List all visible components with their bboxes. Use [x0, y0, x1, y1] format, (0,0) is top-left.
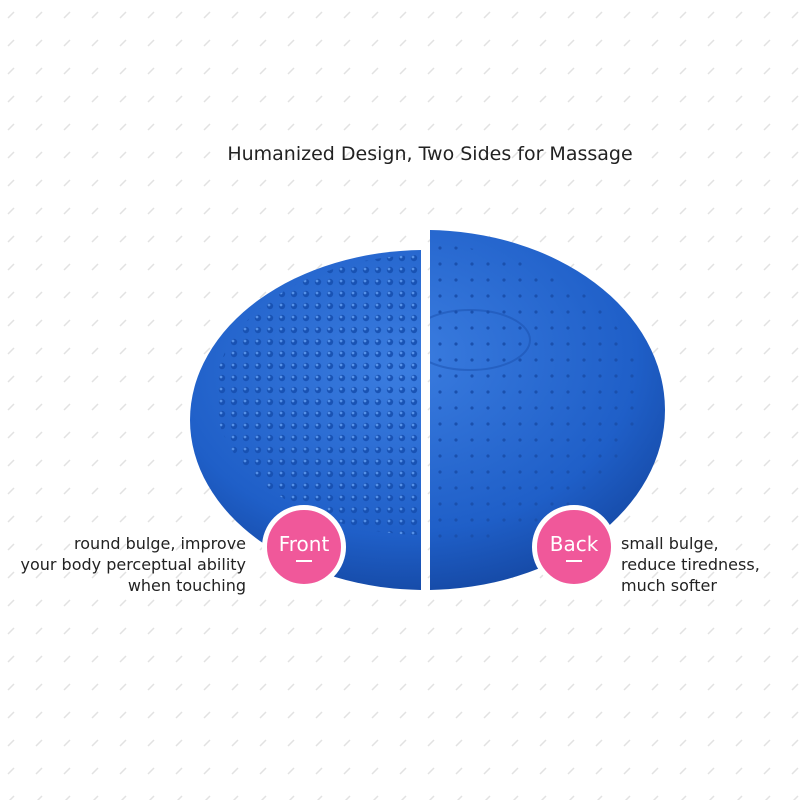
- page-title: Humanized Design, Two Sides for Massage: [227, 143, 633, 165]
- front-description: round bulge, improve your body perceptua…: [20, 534, 246, 595]
- front-badge: Front: [262, 505, 346, 589]
- back-description: small bulge, reduce tiredness, much soft…: [621, 534, 760, 595]
- front-side: [190, 250, 421, 590]
- back-badge: Back: [532, 505, 616, 589]
- back-side: [430, 230, 665, 590]
